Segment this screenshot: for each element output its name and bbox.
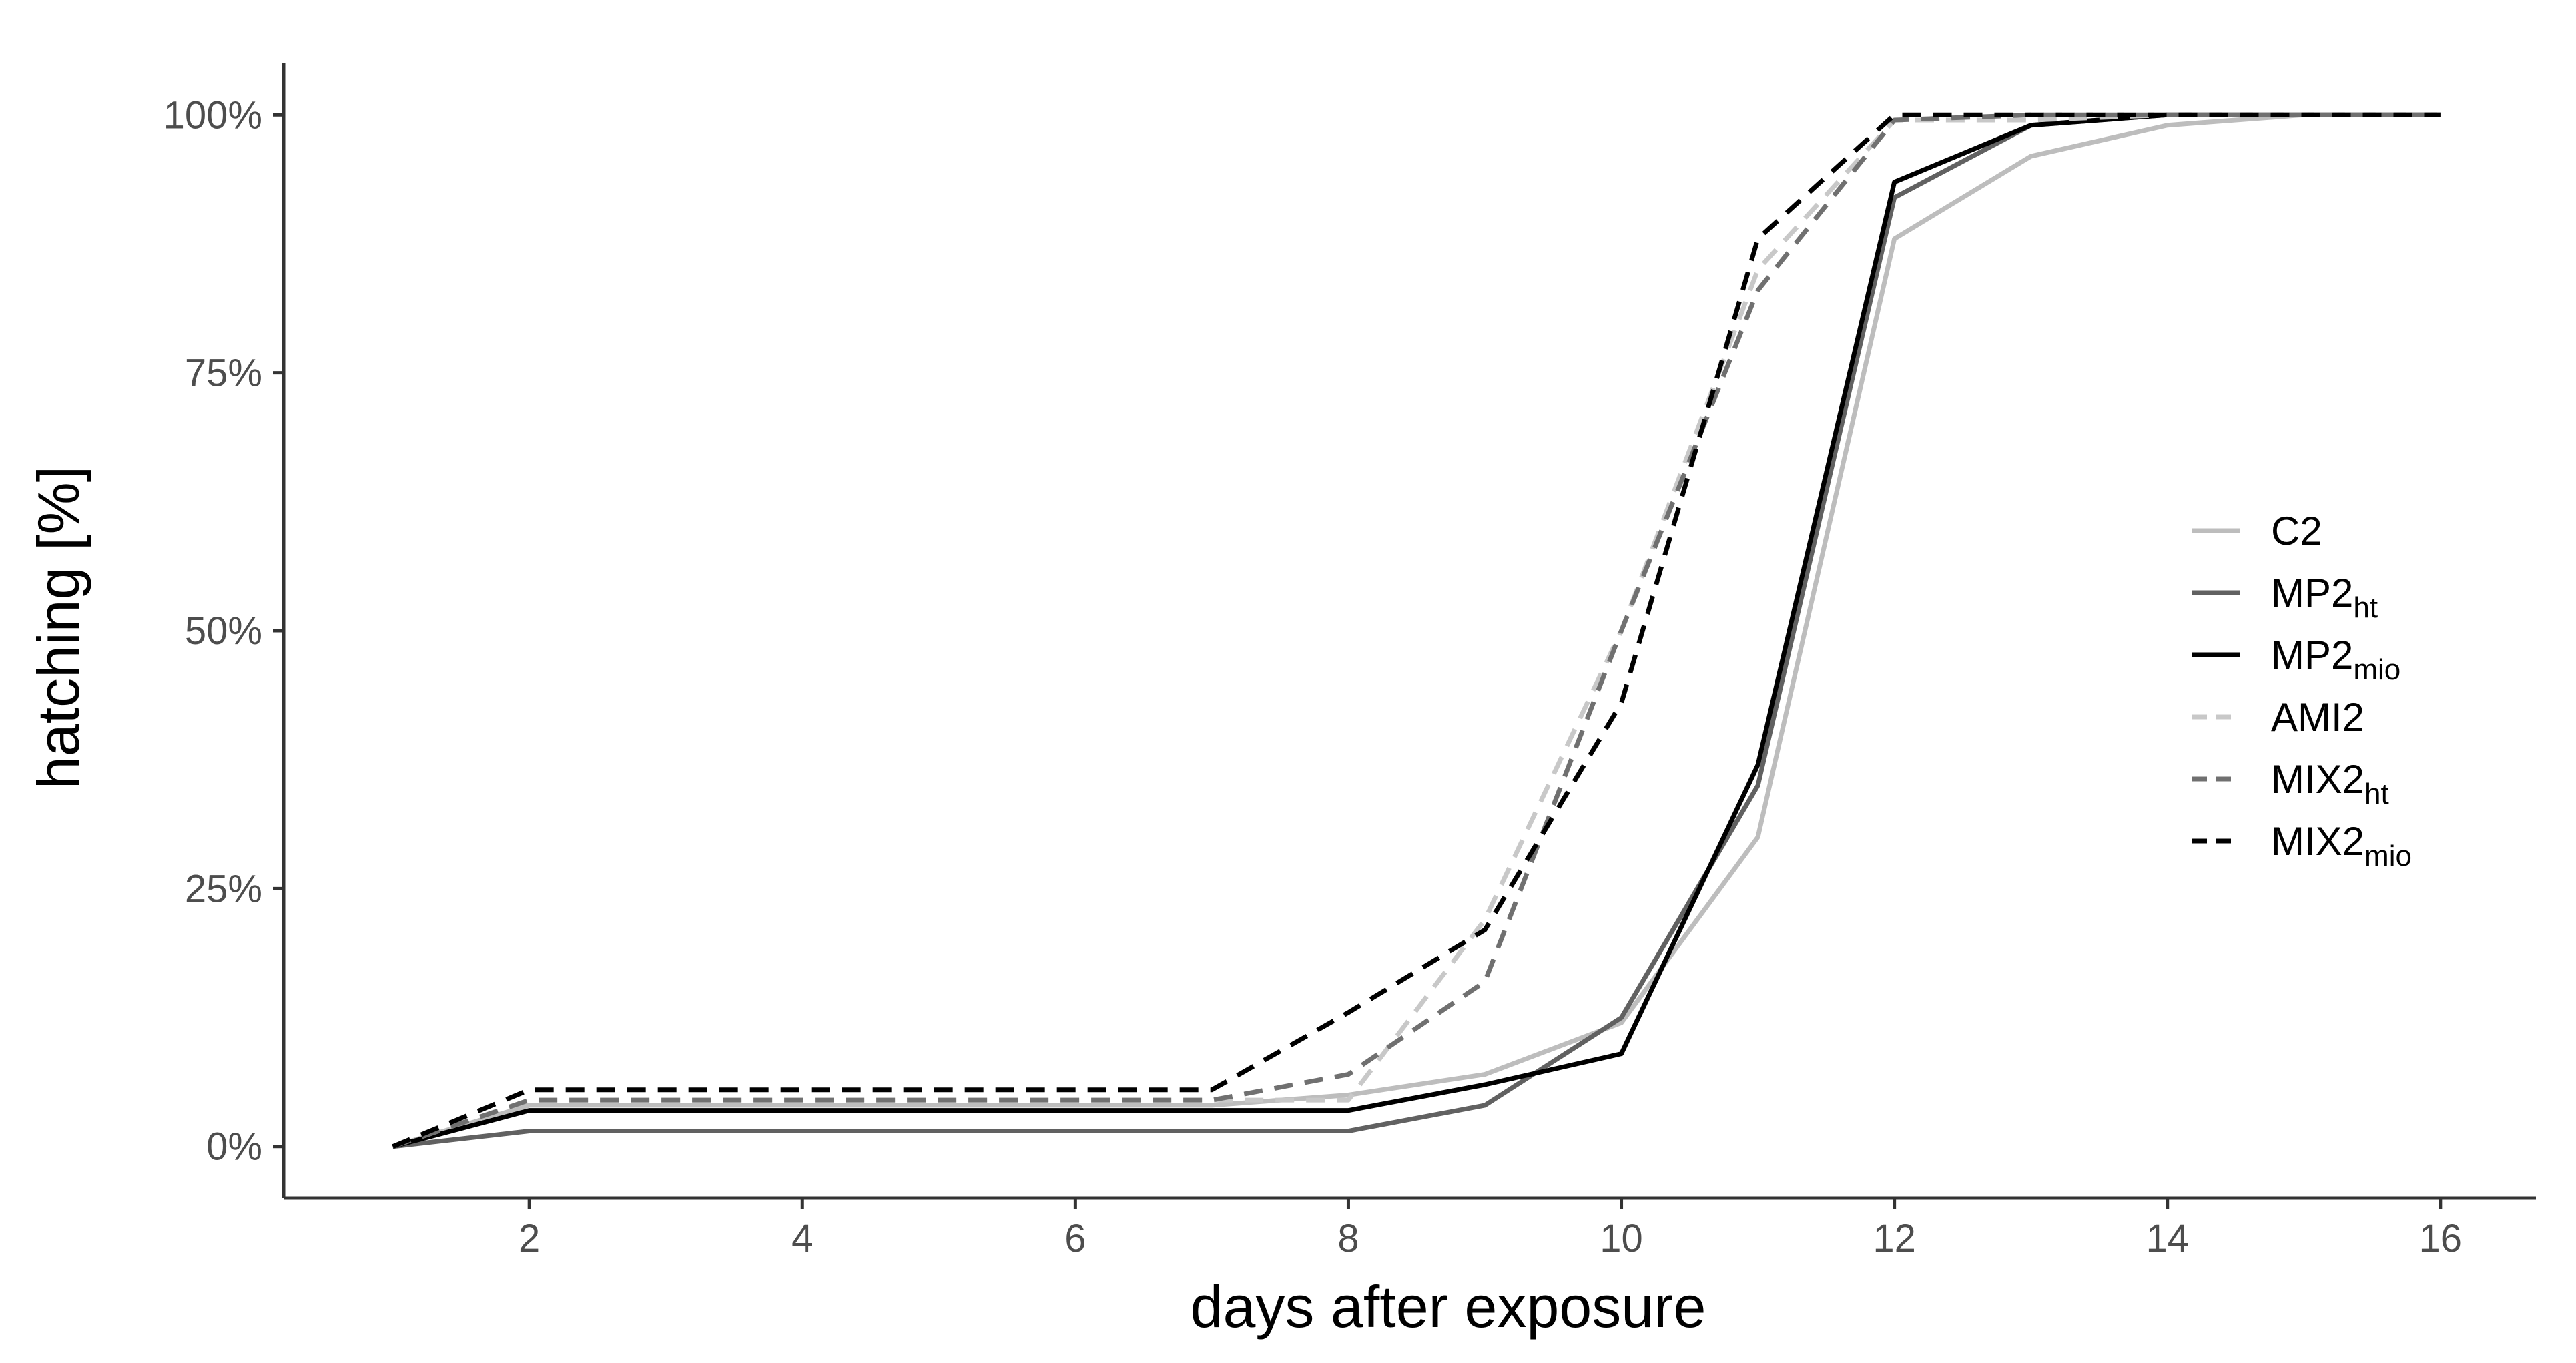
legend-subscript: ht	[2364, 778, 2389, 810]
y-tick-label: 100%	[164, 93, 262, 137]
legend-name: MP2	[2271, 571, 2353, 615]
legend-name: MP2	[2271, 633, 2353, 677]
series-line-3	[392, 112, 2441, 1149]
series-line-0	[392, 112, 2441, 1149]
legend-name: C2	[2271, 509, 2322, 553]
legend-label-4: MIX2ht	[2271, 757, 2389, 810]
y-tick-label: 0%	[206, 1125, 262, 1169]
y-axis-title: hatching [%]	[25, 466, 91, 789]
x-tick-label: 12	[1873, 1217, 1916, 1260]
x-tick-label: 6	[1064, 1217, 1086, 1260]
series-line-2	[392, 112, 2441, 1149]
x-tick-label: 16	[2419, 1217, 2463, 1260]
series-line-4	[392, 112, 2441, 1149]
series-line-1	[392, 112, 2441, 1149]
legend-name: MIX2	[2271, 757, 2364, 802]
x-tick-label: 4	[791, 1217, 813, 1260]
legend-label-1: MP2ht	[2271, 571, 2378, 624]
legend-subscript: mio	[2353, 653, 2400, 686]
series-lines	[392, 112, 2441, 1149]
x-axis-title: days after exposure	[1191, 1274, 1706, 1340]
x-tick-label: 8	[1337, 1217, 1359, 1260]
legend-label-5: MIX2mio	[2271, 819, 2412, 872]
legend-name: MIX2	[2271, 819, 2364, 864]
series-line-5	[392, 112, 2441, 1149]
legend-label-2: MP2mio	[2271, 633, 2400, 686]
x-axis-ticks: 2 4 6 8 10 12 14 16	[519, 1198, 2462, 1260]
legend-label-3: AMI2	[2271, 695, 2364, 740]
x-tick-label: 10	[1600, 1217, 1643, 1260]
x-tick-label: 14	[2146, 1217, 2189, 1260]
y-tick-label: 75%	[185, 352, 262, 395]
legend-subscript: mio	[2364, 840, 2412, 872]
y-axis-ticks: 0% 25% 50% 75% 100%	[164, 93, 284, 1169]
legend-name: AMI2	[2271, 695, 2364, 740]
legend-subscript: ht	[2353, 591, 2378, 624]
y-tick-label: 50%	[185, 609, 262, 653]
y-tick-label: 25%	[185, 867, 262, 910]
legend-label-0: C2	[2271, 509, 2322, 553]
x-tick-label: 2	[519, 1217, 540, 1260]
